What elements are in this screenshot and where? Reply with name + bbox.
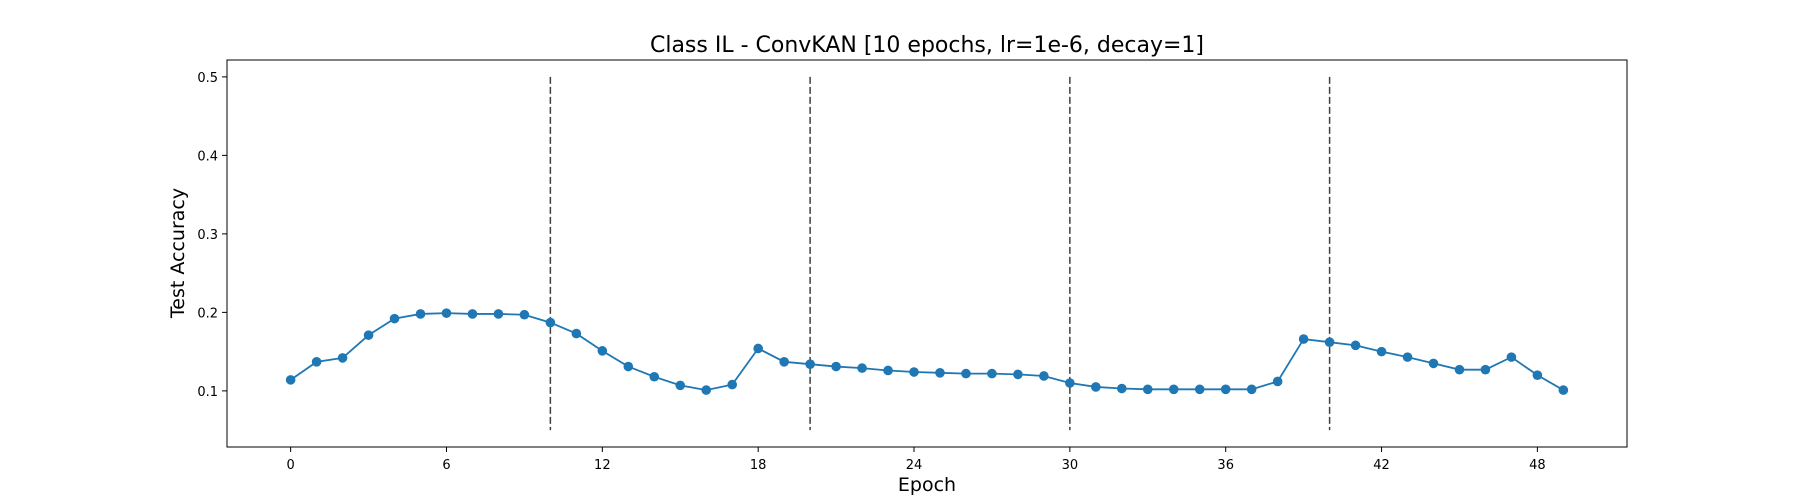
x-axis-label: Epoch: [898, 474, 956, 496]
data-point: [311, 357, 322, 367]
data-point: [1013, 369, 1023, 380]
data-point: [1480, 364, 1491, 375]
data-point: [363, 330, 374, 340]
chart-title: Class IL - ConvKAN [10 epochs, lr=1e-6, …: [650, 33, 1204, 58]
data-point: [1039, 371, 1049, 381]
data-point: [675, 380, 686, 391]
data-point: [987, 368, 997, 379]
data-point: [1350, 340, 1361, 351]
plot-frame: [226, 59, 1628, 448]
x-tick-label: 6: [442, 458, 450, 473]
data-point: [545, 317, 556, 328]
data-point: [467, 309, 478, 319]
y-tick-label: 0.3: [197, 228, 218, 243]
data-point: [1454, 364, 1465, 375]
x-tick-label: 30: [1062, 458, 1079, 473]
data-point: [1246, 384, 1257, 395]
data-point: [1194, 384, 1205, 395]
data-point: [441, 308, 452, 318]
y-tick-label: 0.4: [197, 149, 218, 164]
data-point: [961, 368, 971, 379]
data-point: [1532, 370, 1543, 380]
data-point: [831, 361, 841, 372]
x-tick-label: 24: [906, 458, 923, 473]
data-point: [805, 359, 815, 369]
series-layer: [285, 308, 1569, 395]
data-point: [389, 313, 400, 324]
data-point: [883, 365, 893, 376]
x-tick-label: 0: [286, 458, 294, 473]
data-point: [909, 367, 919, 377]
task-boundary-lines: [549, 76, 1331, 431]
data-point: [1376, 346, 1387, 357]
data-point: [1091, 382, 1101, 392]
data-point: [1402, 352, 1413, 362]
x-tick-label: 42: [1373, 458, 1390, 473]
data-point: [1428, 358, 1439, 369]
series-line: [290, 312, 1564, 392]
data-point: [701, 385, 712, 395]
data-point: [1142, 384, 1153, 395]
x-tick-label: 12: [594, 458, 611, 473]
data-point: [285, 375, 296, 385]
data-point: [597, 346, 608, 356]
y-axis-label: Test Accuracy: [167, 188, 189, 319]
data-point: [337, 353, 348, 363]
y-tick-label: 0.5: [197, 71, 218, 86]
data-point: [493, 309, 504, 319]
x-tick-label: 48: [1529, 458, 1546, 473]
data-point: [1298, 334, 1309, 344]
data-point: [1168, 384, 1179, 395]
data-point: [857, 363, 867, 373]
data-point: [935, 368, 945, 378]
data-point: [1117, 383, 1127, 394]
data-point: [415, 309, 426, 319]
axis-ticks: 0 6 12 18 24 30 36 42 48 0.1 0.2 0.3 0.4 0.5: [197, 71, 1545, 473]
x-tick-label: 18: [750, 458, 767, 473]
y-tick-label: 0.2: [197, 306, 218, 321]
x-tick-label: 36: [1217, 458, 1234, 473]
data-point: [1558, 385, 1569, 395]
data-point: [1324, 337, 1335, 348]
data-point: [649, 371, 660, 382]
data-point: [1065, 378, 1075, 388]
data-point: [753, 343, 763, 354]
data-point: [727, 379, 737, 390]
data-point: [1272, 376, 1283, 387]
data-point: [779, 357, 789, 367]
data-point: [1506, 352, 1517, 362]
data-point: [519, 309, 530, 320]
data-point: [623, 361, 634, 372]
y-tick-label: 0.1: [197, 385, 218, 400]
data-point: [571, 328, 582, 339]
data-point: [1220, 384, 1231, 395]
